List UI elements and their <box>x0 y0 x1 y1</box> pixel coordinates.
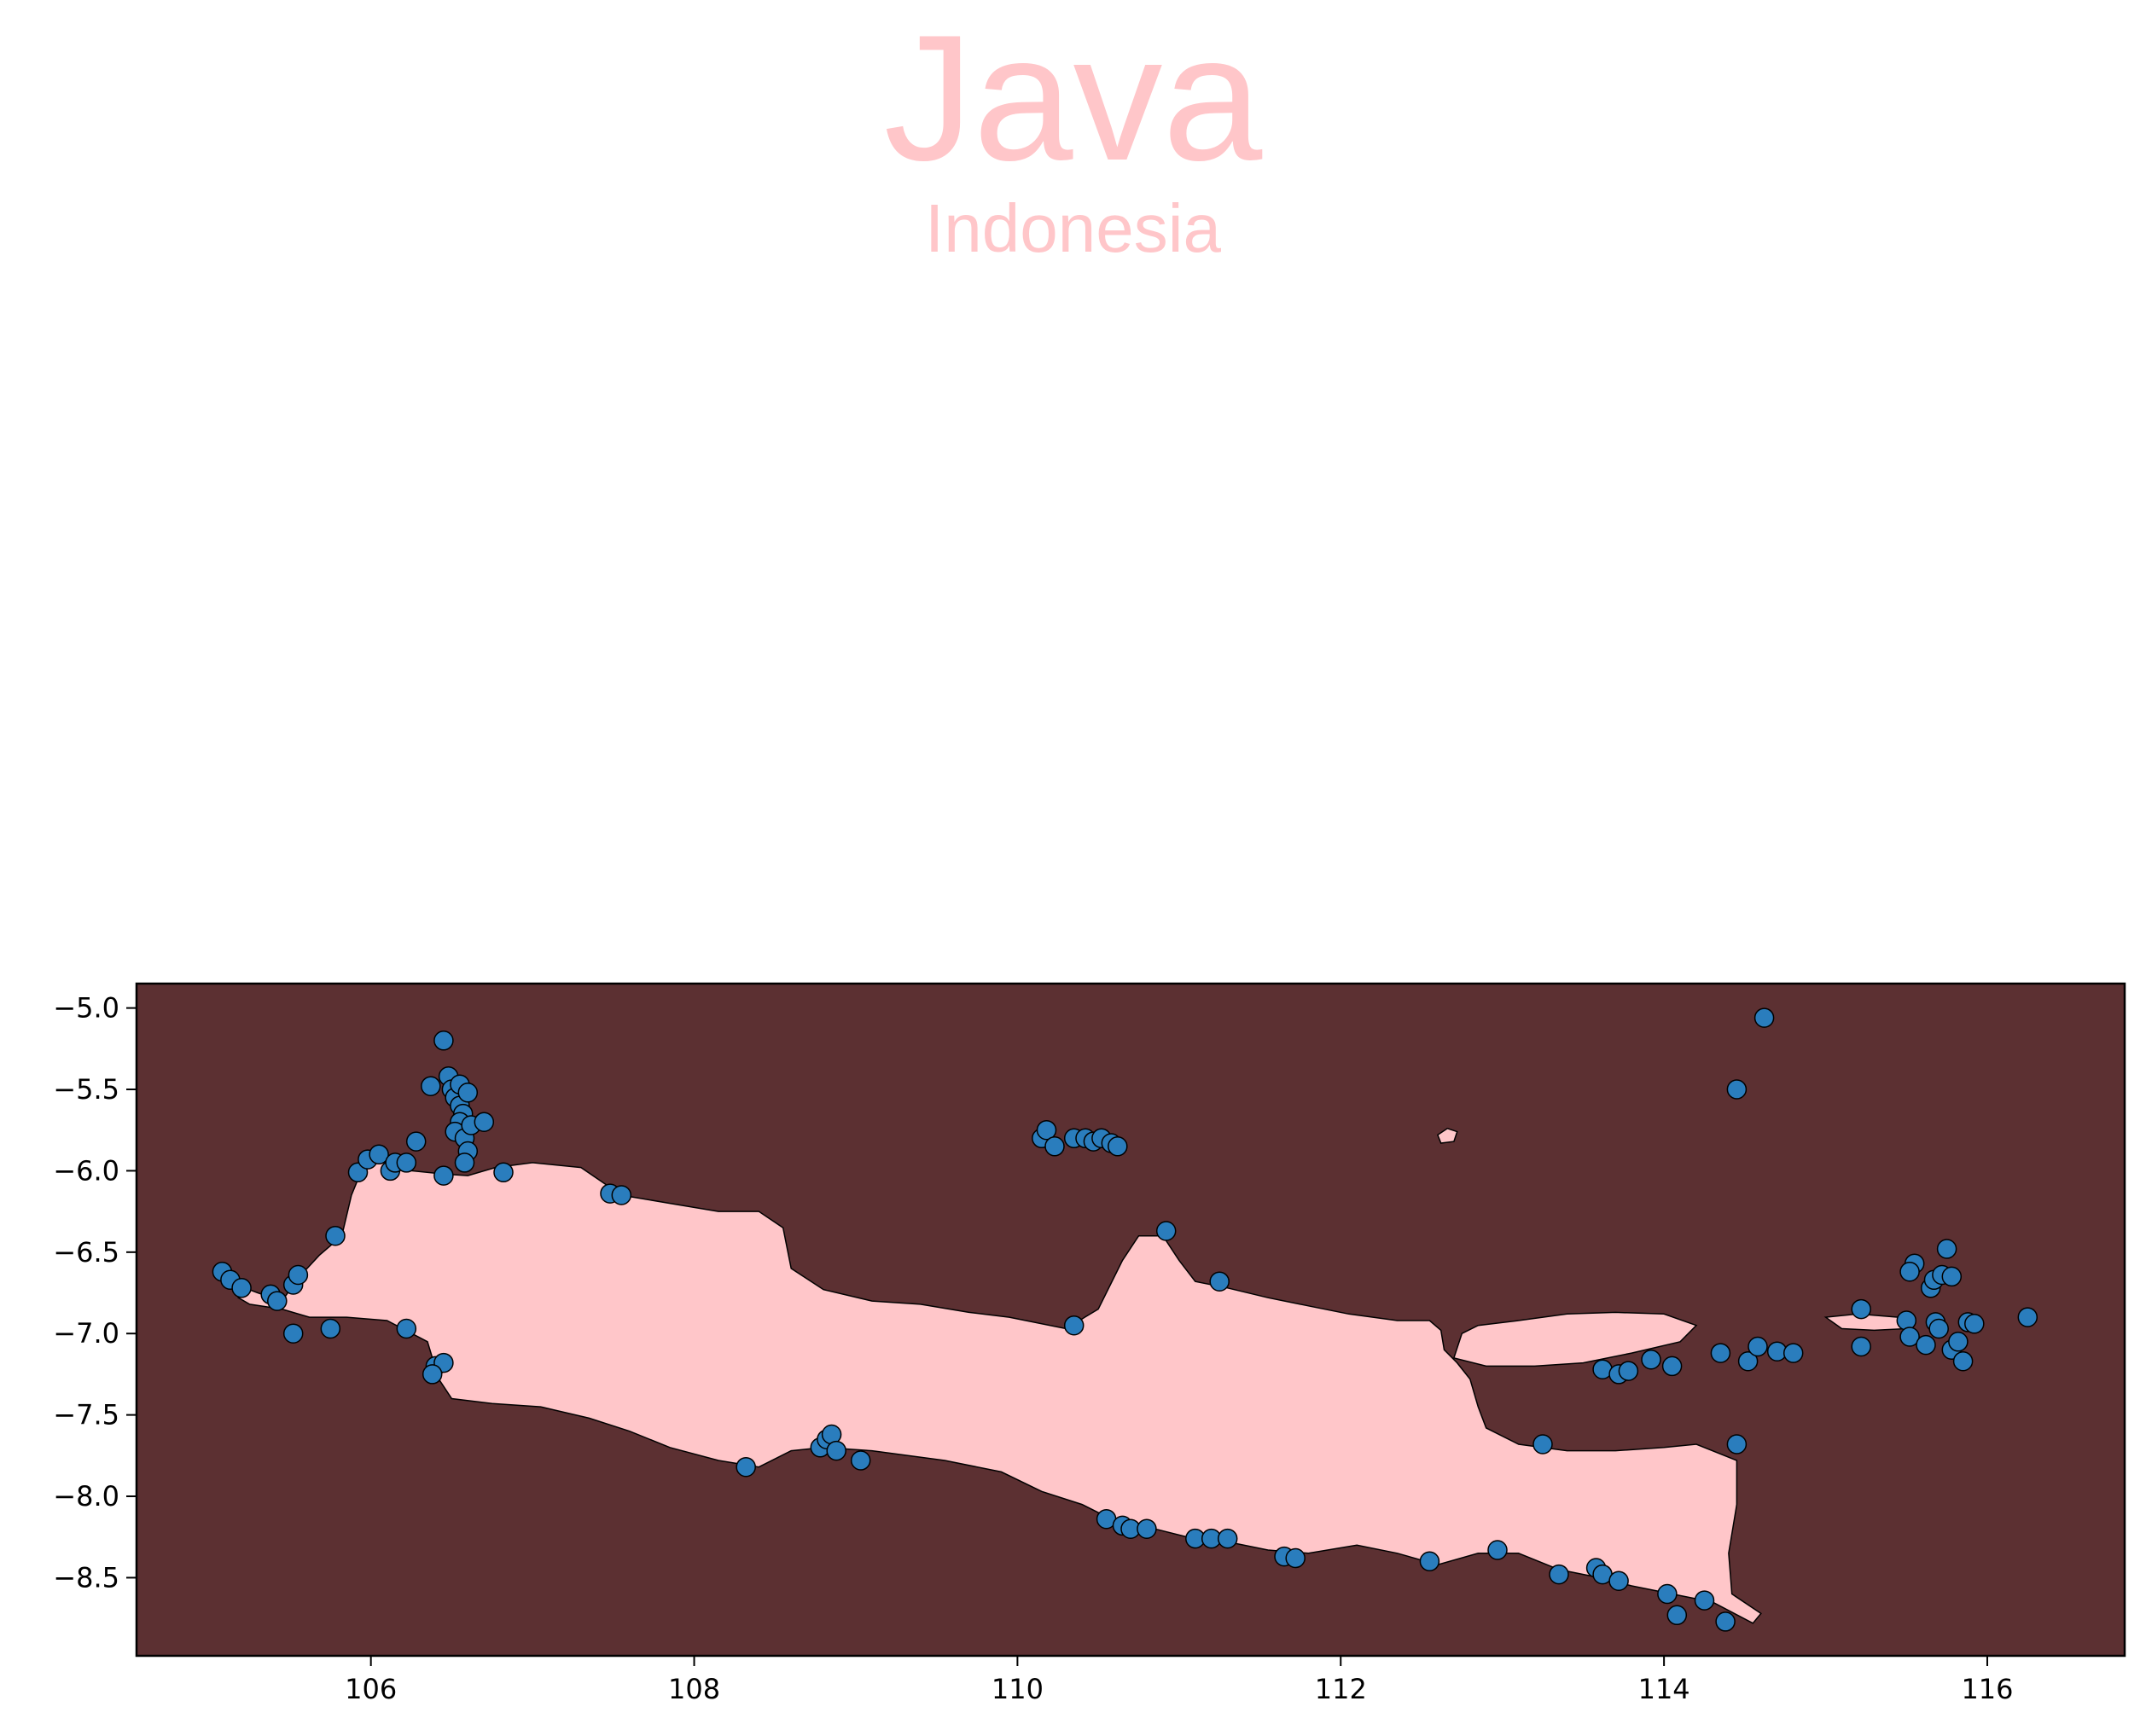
x-tick-label: 112 <box>1315 1673 1367 1705</box>
data-point <box>1748 1336 1768 1357</box>
data-point <box>320 1318 341 1339</box>
data-point <box>1285 1547 1306 1569</box>
data-point <box>1661 1356 1683 1377</box>
data-point <box>433 1031 454 1051</box>
x-tick-label: 108 <box>668 1673 720 1705</box>
data-point <box>1666 1605 1688 1626</box>
data-point <box>826 1440 846 1461</box>
data-point <box>1618 1361 1639 1381</box>
data-point <box>1851 1336 1871 1357</box>
data-point <box>1936 1239 1957 1259</box>
data-point <box>1928 1318 1949 1339</box>
data-point <box>1641 1349 1661 1370</box>
y-tick-label: −7.0 <box>53 1317 119 1350</box>
x-axis: 106 108 110 112 114 116 <box>345 1656 2014 1705</box>
map-title: Java <box>883 0 1263 198</box>
data-point <box>433 1165 454 1186</box>
data-point <box>1753 1007 1775 1028</box>
y-tick-label: −8.5 <box>53 1561 119 1594</box>
data-point <box>1941 1266 1963 1287</box>
data-point <box>421 1076 441 1096</box>
y-tick-label: −5.0 <box>53 992 119 1025</box>
x-tick-label: 106 <box>345 1673 397 1705</box>
data-point <box>1137 1518 1157 1539</box>
data-point <box>325 1225 346 1246</box>
data-point <box>1952 1350 1974 1372</box>
data-point <box>850 1450 871 1471</box>
map-subtitle: Indonesia <box>925 190 1221 266</box>
data-point <box>396 1152 417 1173</box>
data-point <box>1737 1350 1759 1372</box>
y-tick-label: −5.5 <box>53 1073 119 1106</box>
y-tick-label: −8.0 <box>53 1480 119 1512</box>
data-point <box>369 1144 389 1165</box>
data-point <box>1108 1136 1128 1157</box>
data-point <box>1726 1434 1748 1454</box>
data-point <box>1899 1327 1920 1347</box>
data-point <box>1896 1310 1917 1331</box>
data-point <box>493 1162 514 1183</box>
data-point <box>231 1278 252 1298</box>
data-point <box>611 1185 632 1205</box>
data-point <box>1209 1271 1230 1292</box>
y-tick-label: −6.5 <box>53 1236 119 1269</box>
data-point <box>1063 1315 1085 1336</box>
data-point <box>422 1364 443 1385</box>
x-tick-label: 116 <box>1961 1673 2013 1705</box>
data-point <box>474 1112 495 1132</box>
y-tick-label: −7.5 <box>53 1399 119 1431</box>
data-point <box>288 1264 309 1286</box>
point-layer <box>212 1007 2038 1632</box>
data-point <box>2017 1307 2038 1327</box>
data-point <box>1532 1434 1553 1454</box>
data-point <box>1608 1571 1629 1591</box>
data-point <box>1964 1314 1985 1334</box>
data-point <box>457 1083 479 1103</box>
data-point <box>405 1131 427 1152</box>
data-point <box>1657 1583 1678 1605</box>
x-tick-label: 114 <box>1638 1673 1690 1705</box>
y-tick-label: −6.0 <box>53 1154 119 1187</box>
data-point <box>1155 1221 1177 1241</box>
data-point <box>1217 1528 1238 1549</box>
data-point <box>1899 1261 1920 1282</box>
data-point <box>1036 1119 1057 1141</box>
data-point <box>1851 1298 1871 1320</box>
data-point <box>1694 1590 1715 1611</box>
data-point <box>1044 1136 1065 1157</box>
data-point <box>1783 1343 1804 1363</box>
y-axis: −5.0 −5.5 −6.0 −6.5 −7.0 −7.5 −8.0 −8.5 <box>53 992 137 1594</box>
data-point <box>736 1456 756 1478</box>
x-tick-label: 110 <box>992 1673 1044 1705</box>
data-point <box>1549 1564 1569 1585</box>
plot-frame <box>135 982 2126 1658</box>
data-point <box>1948 1332 1969 1352</box>
data-point <box>454 1152 475 1173</box>
islet-landmass <box>1436 1127 1458 1144</box>
data-point <box>1916 1334 1936 1356</box>
data-point <box>1419 1551 1440 1572</box>
data-point <box>396 1318 417 1339</box>
data-point <box>282 1323 304 1344</box>
madura-landmass <box>1452 1311 1698 1367</box>
data-point <box>267 1291 288 1311</box>
data-point <box>1726 1079 1748 1100</box>
data-point <box>1710 1343 1731 1363</box>
data-point <box>1487 1540 1508 1560</box>
data-point <box>1715 1611 1736 1632</box>
